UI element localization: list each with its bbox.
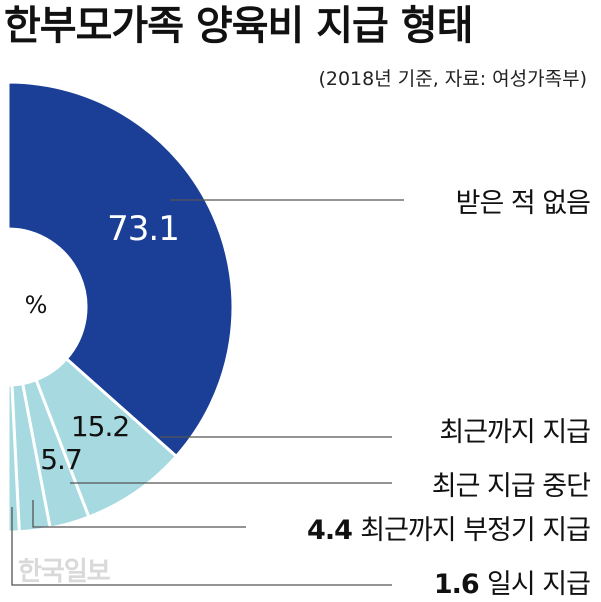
category-name-3: 최근까지 부정기 지급 <box>360 515 590 546</box>
publisher-watermark: 한국일보 <box>18 557 111 587</box>
category-name-1: 최근까지 지급 <box>439 417 590 448</box>
category-label-3: 4.4 최근까지 부정기 지급 <box>307 515 590 546</box>
category-value-4: 1.6 <box>434 569 487 600</box>
value-label-1: 15.2 <box>71 410 129 443</box>
value-label-2: 5.7 <box>40 443 82 476</box>
slice-4 <box>6 383 21 534</box>
category-name-0: 받은 적 없음 <box>456 188 591 219</box>
value-label-0: 73.1 <box>107 209 179 249</box>
slice-0 <box>6 80 235 459</box>
center-unit-label: % <box>25 291 48 319</box>
chart-subtitle: (2018년 기준, 자료: 여성가족부) <box>318 68 587 90</box>
category-label-4: 1.6 일시 지급 <box>434 569 590 600</box>
category-name-4: 일시 지급 <box>487 569 590 600</box>
category-label-1: 최근까지 지급 <box>439 417 590 448</box>
leader-line-4 <box>11 507 392 586</box>
category-label-0: 받은 적 없음 <box>456 188 591 219</box>
category-label-2: 최근 지급 중단 <box>432 471 590 502</box>
leader-line-3 <box>32 500 246 528</box>
chart-title: 한부모가족 양육비 지급 형태 <box>4 3 473 49</box>
category-name-2: 최근 지급 중단 <box>432 471 590 502</box>
category-value-3: 4.4 <box>307 515 360 546</box>
